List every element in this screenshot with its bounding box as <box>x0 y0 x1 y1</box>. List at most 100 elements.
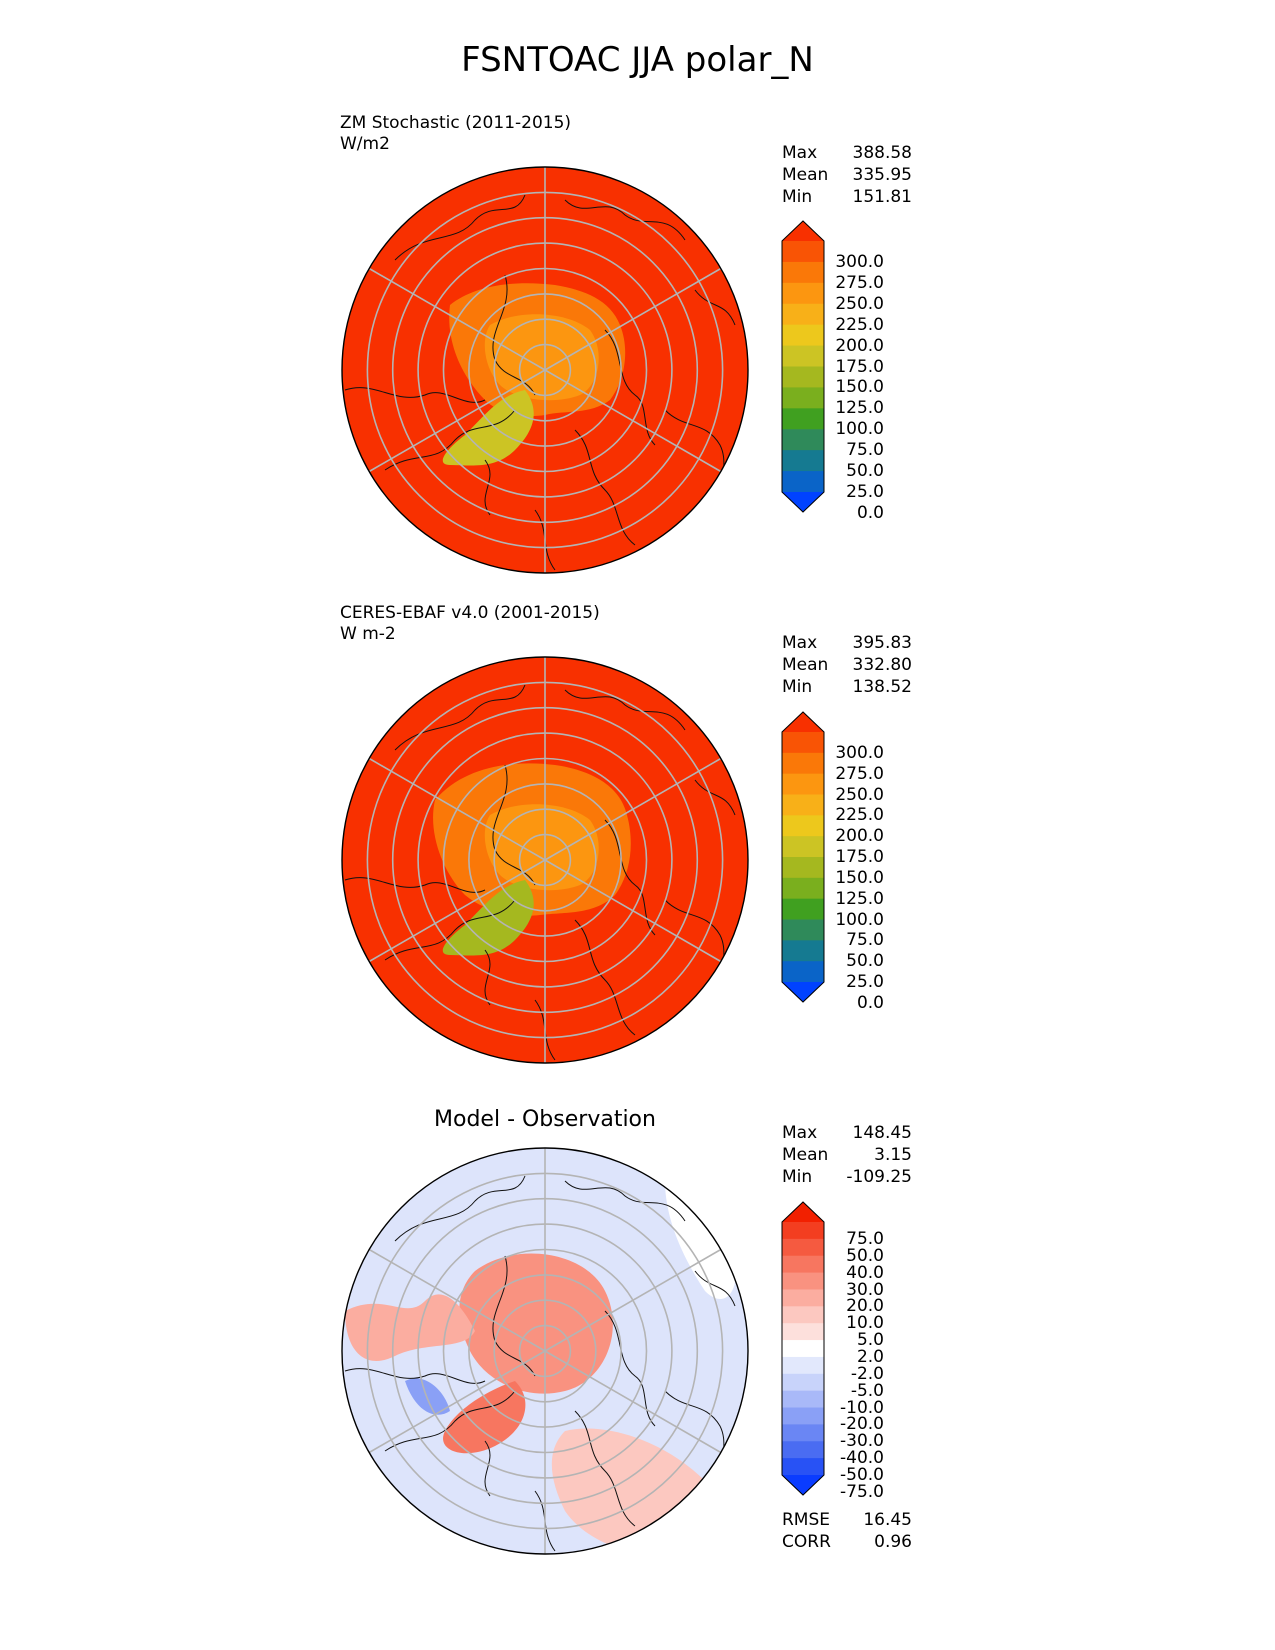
colorbar-tick-label: 200.0 <box>835 826 884 847</box>
colorbar-swatch <box>782 1289 824 1307</box>
colorbar-swatch <box>782 1340 824 1358</box>
colorbar-panel-2 <box>781 711 825 1003</box>
stat-value: 395.83 <box>852 633 912 653</box>
colorbar-swatch <box>782 732 824 754</box>
colorbar-swatch <box>782 408 824 430</box>
negative-anomaly-region <box>405 1378 450 1415</box>
stat-value: 151.81 <box>852 187 912 207</box>
colorbar-extend-max <box>782 221 824 241</box>
colorbar-tick-label: 275.0 <box>835 272 884 293</box>
colorbar-tick-label: 300.0 <box>835 742 884 763</box>
colorbar-tick-label: 25.0 <box>846 972 884 992</box>
colorbar-swatch <box>782 857 824 879</box>
stat-label: Max <box>782 633 818 653</box>
longitude-gridline <box>544 267 722 371</box>
stat-label: Min <box>782 187 813 207</box>
colorbar-swatch <box>782 1272 824 1290</box>
colorbar-tick-label: 250.0 <box>835 293 884 314</box>
colorbar-swatch <box>782 1356 824 1375</box>
map-panel-2 <box>341 656 749 1064</box>
longitude-gridline <box>544 1248 722 1352</box>
longitude-gridline <box>368 1350 546 1454</box>
longitude-gridline <box>544 1350 722 1454</box>
colorbar-swatch <box>782 1424 824 1442</box>
positive-anomaly-region <box>459 1253 613 1394</box>
colorbar-tick-label: 175.0 <box>835 847 884 867</box>
colorbar-swatch <box>782 815 824 837</box>
stat-value: 332.80 <box>852 655 912 675</box>
colorbar-swatch <box>782 387 824 409</box>
map-boundary <box>341 166 749 574</box>
colorbar-tick-label: 10.0 <box>846 1313 884 1334</box>
colorbar-tick-label: -50.0 <box>840 1465 884 1485</box>
colorbar-tick-label: 300.0 <box>835 251 884 272</box>
greenland-field <box>442 880 534 956</box>
colorbar-tick-label: 250.0 <box>835 784 884 805</box>
panel-1-title: ZM Stochastic (2011-2015) W/m2 <box>340 113 571 155</box>
colorbar-tick-label: 125.0 <box>835 398 884 419</box>
colorbar-tick-label: 75.0 <box>846 440 884 461</box>
stat-label: Mean <box>782 165 829 185</box>
colorbar-tick-label: -40.0 <box>840 1448 884 1469</box>
stat-value: 3.15 <box>874 1145 912 1165</box>
metric-value: 16.45 <box>863 1510 912 1530</box>
colorbar-tick-label: 75.0 <box>846 930 884 951</box>
colorbar-swatch <box>782 961 824 983</box>
colorbar-tick-label: 25.0 <box>846 482 884 502</box>
coastline <box>534 689 686 1061</box>
colorbar-outline <box>781 711 825 1003</box>
colorbar-tick-label: 5.0 <box>856 1330 884 1351</box>
stat-label: Min <box>782 677 813 697</box>
colorbar-tick-label: 150.0 <box>835 377 884 398</box>
positive-anomaly-region <box>443 1381 526 1454</box>
map-panel-1 <box>341 166 749 574</box>
longitude-gridline <box>544 369 722 473</box>
metric-label: RMSE <box>782 1510 831 1530</box>
colorbar-tick-label: 20.0 <box>846 1296 884 1317</box>
colorbar-tick-label: 30.0 <box>846 1279 884 1300</box>
colorbar-tick-label: 75.0 <box>846 1228 884 1249</box>
stat-value: 335.95 <box>852 165 912 185</box>
panel-2-units: W m-2 <box>340 624 396 644</box>
colorbar-extend-min <box>782 1475 824 1495</box>
colorbar-tick-label: 50.0 <box>846 461 884 482</box>
longitude-gridline <box>368 757 546 861</box>
colorbar-swatch <box>782 1238 824 1257</box>
colorbar-tick-label: 125.0 <box>835 888 884 909</box>
colorbar-tick-label: -10.0 <box>840 1397 884 1418</box>
colorbar-extend-min <box>782 492 824 512</box>
colorbar-swatch <box>782 877 824 900</box>
colorbar-swatch <box>782 241 824 263</box>
stat-label: Min <box>782 1167 813 1187</box>
colorbar-tick-label: 50.0 <box>846 951 884 972</box>
colorbar-outline <box>781 1201 825 1496</box>
colorbar-swatch <box>782 471 824 493</box>
colorbar-swatch <box>782 773 824 795</box>
stat-value: -109.25 <box>846 1167 912 1187</box>
colorbar-extend-max <box>782 1202 824 1222</box>
colorbar-swatch <box>782 1407 824 1425</box>
colorbar-swatch <box>782 1458 824 1476</box>
panel-3-metrics: RMSE 16.45 CORR 0.96 <box>782 1509 912 1553</box>
colorbar-tick-label: 100.0 <box>835 419 884 440</box>
stat-label: Mean <box>782 655 829 675</box>
longitude-gridline <box>368 267 546 371</box>
colorbar-tick-label: 225.0 <box>835 314 884 335</box>
coastline <box>534 1180 686 1552</box>
colorbar-tick-label: 40.0 <box>846 1262 884 1283</box>
central-arctic-field <box>484 804 599 891</box>
stat-label: Mean <box>782 1145 829 1165</box>
colorbar-swatch <box>782 1441 824 1459</box>
panel-3-stats: Max 148.45 Mean 3.15 Min -109.25 <box>782 1122 912 1188</box>
colorbar-tick-label: 175.0 <box>835 356 884 377</box>
metric-value: 0.96 <box>874 1532 912 1552</box>
figure-title: FSNTOAC JJA polar_N <box>461 40 814 80</box>
colorbar-tick-label: 150.0 <box>835 867 884 888</box>
colorbar-swatch <box>782 1306 824 1324</box>
colorbar-tick-label: 275.0 <box>835 763 884 784</box>
colorbar-swatch <box>782 450 824 472</box>
colorbar-tick-label: 225.0 <box>835 805 884 826</box>
colorbar-tick-label: 200.0 <box>835 335 884 356</box>
map-panel-3 <box>341 1147 749 1555</box>
